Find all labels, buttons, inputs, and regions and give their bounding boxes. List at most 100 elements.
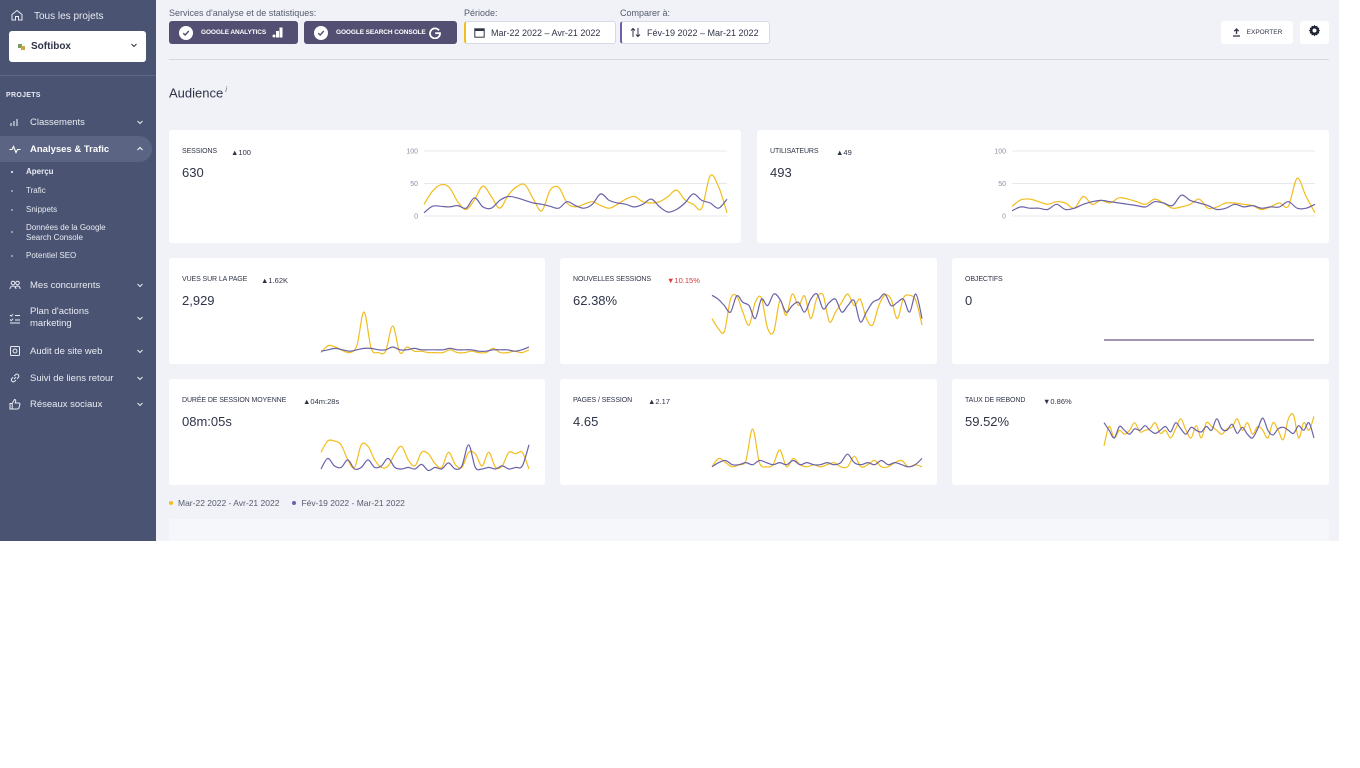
subitem-label: Données de la Google Search Console — [26, 223, 106, 242]
app-window: Tous les projets Softibox PROJETS Classe… — [0, 0, 1339, 541]
compare-label: Comparer à: — [620, 8, 671, 18]
compare-date-picker[interactable]: Fév-19 2022 – Mar-21 2022 — [620, 21, 770, 44]
card-title: VUES SUR LA PAGE — [182, 276, 248, 283]
card-nouvelles-sessions: NOUVELLES SESSIONS ▼10.15% 62.38% — [560, 258, 937, 364]
chevron-up-icon — [137, 146, 143, 151]
sidebar-item-label: Mes concurrents — [30, 279, 101, 291]
series-line-period — [320, 439, 530, 470]
sidebar-divider — [0, 75, 156, 76]
card-value: 630 — [182, 165, 204, 180]
sidebar-item-plan[interactable]: Plan d'actions marketing — [0, 304, 152, 332]
period-date-picker[interactable]: Mar-22 2022 – Avr-21 2022 — [464, 21, 616, 44]
y-tick-label: 50 — [998, 181, 1006, 188]
sidebar-subitem-gsc[interactable]: Données de la Google Search Console — [0, 223, 120, 243]
project-select[interactable]: Softibox — [9, 31, 146, 62]
compare-value: Fév-19 2022 – Mar-21 2022 — [647, 27, 759, 38]
card-change: ▼10.15% — [667, 276, 700, 285]
series-line-compare — [320, 346, 530, 352]
check-icon — [314, 25, 328, 40]
card-title: TAUX DE REBOND — [965, 397, 1026, 404]
all-projects-link[interactable]: Tous les projets — [0, 0, 156, 32]
series-line-period — [320, 311, 530, 355]
sidebar-item-reseaux[interactable]: Réseaux sociaux — [0, 395, 152, 413]
series-line-compare — [711, 453, 923, 468]
audit-icon — [9, 345, 21, 357]
series-line-compare — [320, 444, 530, 472]
sidebar-subitem-trafic[interactable]: Trafic — [0, 186, 156, 196]
legend-item-compare: Fév-19 2022 - Mar-21 2022 — [292, 498, 405, 508]
chevron-down-icon — [130, 41, 138, 52]
card-duree: DURÉE DE SESSION MOYENNE ▲04m:28s 08m:05… — [169, 379, 545, 485]
y-tick-label: 0 — [414, 214, 418, 221]
legend-dot-period — [169, 501, 173, 505]
card-change: ▼0.86% — [1043, 397, 1072, 406]
calendar-icon — [474, 27, 485, 38]
card-sessions: SESSIONS ▲100 630 100 50 0 — [169, 130, 741, 243]
all-projects-label: Tous les projets — [34, 10, 104, 22]
card-objectifs: OBJECTIFS 0 — [952, 258, 1329, 364]
vues-chart — [320, 311, 530, 355]
toolbar-divider — [169, 59, 1329, 60]
chevron-down-icon — [137, 120, 143, 125]
series-line-compare — [1011, 194, 1316, 212]
card-value: 0 — [965, 293, 973, 308]
sidebar-item-analyses[interactable]: Analyses & Trafic — [0, 136, 152, 162]
card-value: 493 — [770, 165, 792, 180]
card-title: NOUVELLES SESSIONS — [573, 276, 651, 283]
card-value: 4.65 — [573, 414, 599, 429]
sidebar-item-label: Audit de site web — [30, 345, 103, 357]
card-change: ▲49 — [836, 148, 852, 157]
sidebar-subitem-potentiel[interactable]: Potentiel SEO — [0, 251, 156, 261]
settings-button[interactable] — [1300, 21, 1329, 44]
card-change: ▲100 — [231, 148, 251, 157]
bullet-icon — [11, 231, 13, 233]
sessions-chart: 100 50 0 — [406, 149, 728, 221]
chart-legend: Mar-22 2022 - Avr-21 2022 Fév-19 2022 - … — [169, 498, 418, 508]
sidebar-item-liens[interactable]: Suivi de liens retour — [0, 369, 152, 387]
thumbs-up-icon — [9, 398, 21, 410]
card-title: DURÉE DE SESSION MOYENNE — [182, 397, 287, 404]
next-section-placeholder — [169, 519, 1329, 541]
google-search-console-button[interactable]: GOOGLE SEARCH CONSOLE — [304, 21, 457, 44]
sidebar-item-classements[interactable]: Classements — [0, 113, 152, 131]
chevron-down-icon — [137, 316, 143, 321]
sidebar-item-concurrents[interactable]: Mes concurrents — [0, 276, 152, 294]
sidebar-subitem-snippets[interactable]: Snippets — [0, 205, 156, 215]
projects-section-label: PROJETS — [6, 92, 41, 99]
card-title: PAGES / SESSION — [573, 397, 633, 404]
series-line-compare — [711, 293, 923, 323]
card-change: ▲04m:28s — [303, 397, 340, 406]
subitem-label: Aperçu — [26, 167, 54, 176]
card-value: 59.52% — [965, 414, 1010, 429]
series-line-compare — [1103, 417, 1315, 439]
card-taux-rebond: TAUX DE REBOND ▼0.86% 59.52% — [952, 379, 1329, 485]
taux-rebond-chart — [1103, 413, 1315, 446]
google-analytics-button[interactable]: GOOGLE ANALYTICS — [169, 21, 298, 44]
legend-item-period: Mar-22 2022 - Avr-21 2022 — [169, 498, 279, 508]
sidebar-item-audit[interactable]: Audit de site web — [0, 342, 152, 360]
legend-dot-compare — [292, 501, 297, 505]
chevron-down-icon — [137, 376, 143, 381]
export-button[interactable]: EXPORTER — [1221, 21, 1293, 44]
utilisateurs-chart: 100 50 0 — [994, 149, 1316, 221]
y-tick-label: 0 — [1002, 214, 1006, 221]
duree-chart — [320, 439, 530, 472]
info-icon[interactable]: i — [225, 85, 227, 94]
series-line-compare — [423, 193, 728, 214]
nouvelles-sessions-chart — [711, 292, 923, 335]
card-title: OBJECTIFS — [965, 276, 1003, 283]
gsc-label: GOOGLE SEARCH CONSOLE — [336, 29, 426, 36]
pulse-icon — [9, 143, 21, 155]
swap-arrows-icon — [630, 27, 641, 38]
audience-title-text: Audience — [169, 85, 224, 101]
objectifs-chart — [1103, 339, 1314, 341]
sidebar-item-label: Plan d'actions marketing — [30, 306, 89, 329]
checklist-icon — [9, 312, 21, 324]
chevron-down-icon — [137, 283, 143, 288]
pages-session-chart — [711, 428, 923, 469]
home-icon — [11, 9, 25, 23]
legend-label: Mar-22 2022 - Avr-21 2022 — [178, 498, 280, 508]
series-line-period — [711, 428, 923, 469]
chevron-down-icon — [137, 402, 143, 407]
sidebar-subitem-apercu[interactable]: Aperçu — [0, 167, 156, 177]
